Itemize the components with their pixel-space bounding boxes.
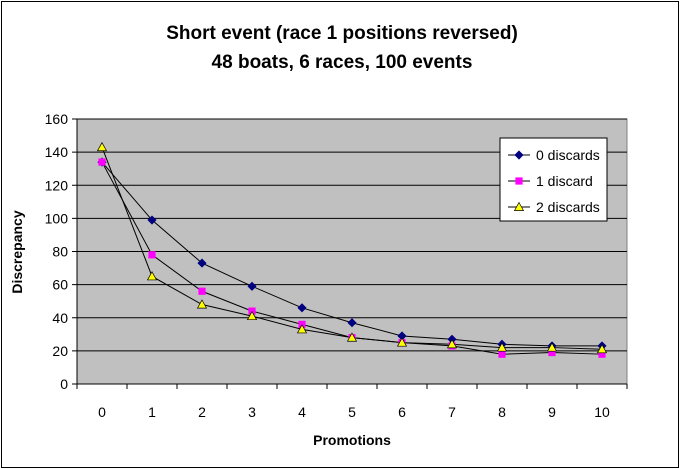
y-tick-label: 0	[60, 376, 68, 392]
legend-swatch-marker	[513, 201, 525, 211]
y-tick-label: 120	[45, 177, 69, 193]
data-point-s2-1	[146, 271, 158, 281]
data-point-s1-0	[98, 158, 106, 166]
x-tick-label: 1	[148, 404, 156, 420]
data-point-s1-8	[498, 350, 506, 358]
legend: 0 discards 1 discard 2 discards	[499, 137, 608, 222]
x-tick-label: 4	[298, 404, 306, 420]
chart-title-line-2: 48 boats, 6 races, 100 events	[212, 52, 473, 73]
data-point-s0-1	[147, 215, 157, 225]
data-point-s2-3	[246, 310, 258, 321]
data-point-s2-4	[296, 324, 308, 334]
data-point-s1-2	[198, 287, 206, 295]
legend-swatch-marker	[515, 177, 523, 185]
legend-swatch-marker	[514, 150, 524, 160]
y-tick-label: 60	[52, 277, 68, 293]
y-tick-label: 160	[45, 111, 69, 127]
data-point-s2-9	[546, 342, 558, 352]
y-axis-title: Discrepancy	[9, 210, 25, 293]
x-tick-label: 2	[198, 404, 206, 420]
data-point-s2-6	[396, 337, 408, 347]
y-tick-label: 20	[52, 343, 68, 359]
legend-label: 2 discards	[536, 199, 600, 215]
data-point-s1-1	[148, 251, 156, 259]
y-tick-label: 140	[45, 144, 69, 160]
x-tick-label: 8	[498, 404, 506, 420]
x-tick-label: 10	[594, 404, 610, 420]
y-tick-label: 100	[45, 210, 69, 226]
x-tick-label: 6	[398, 404, 406, 420]
x-tick-label: 3	[248, 404, 256, 420]
data-point-s0-2	[197, 258, 207, 268]
y-tick-label: 40	[52, 310, 68, 326]
data-point-s2-8	[496, 342, 508, 352]
x-tick-label: 0	[98, 404, 106, 420]
legend-label: 0 discards	[536, 147, 600, 163]
data-point-s2-7	[446, 339, 458, 349]
y-tick-label: 80	[52, 244, 68, 260]
x-tick-label: 9	[548, 404, 556, 420]
data-point-s2-2	[196, 299, 208, 309]
data-point-s0-3	[247, 281, 257, 291]
x-tick-label: 7	[448, 404, 456, 420]
chart-title-line-1: Short event (race 1 positions reversed)	[166, 23, 518, 44]
data-point-s0-5	[347, 318, 357, 328]
x-axis-title: Promotions	[313, 432, 391, 448]
legend-label: 1 discard	[536, 173, 593, 189]
data-point-s0-4	[297, 303, 307, 313]
data-point-s2-10	[596, 343, 608, 354]
x-tick-label: 5	[348, 404, 356, 420]
data-point-s2-0	[96, 141, 108, 152]
data-point-s2-5	[346, 332, 358, 342]
